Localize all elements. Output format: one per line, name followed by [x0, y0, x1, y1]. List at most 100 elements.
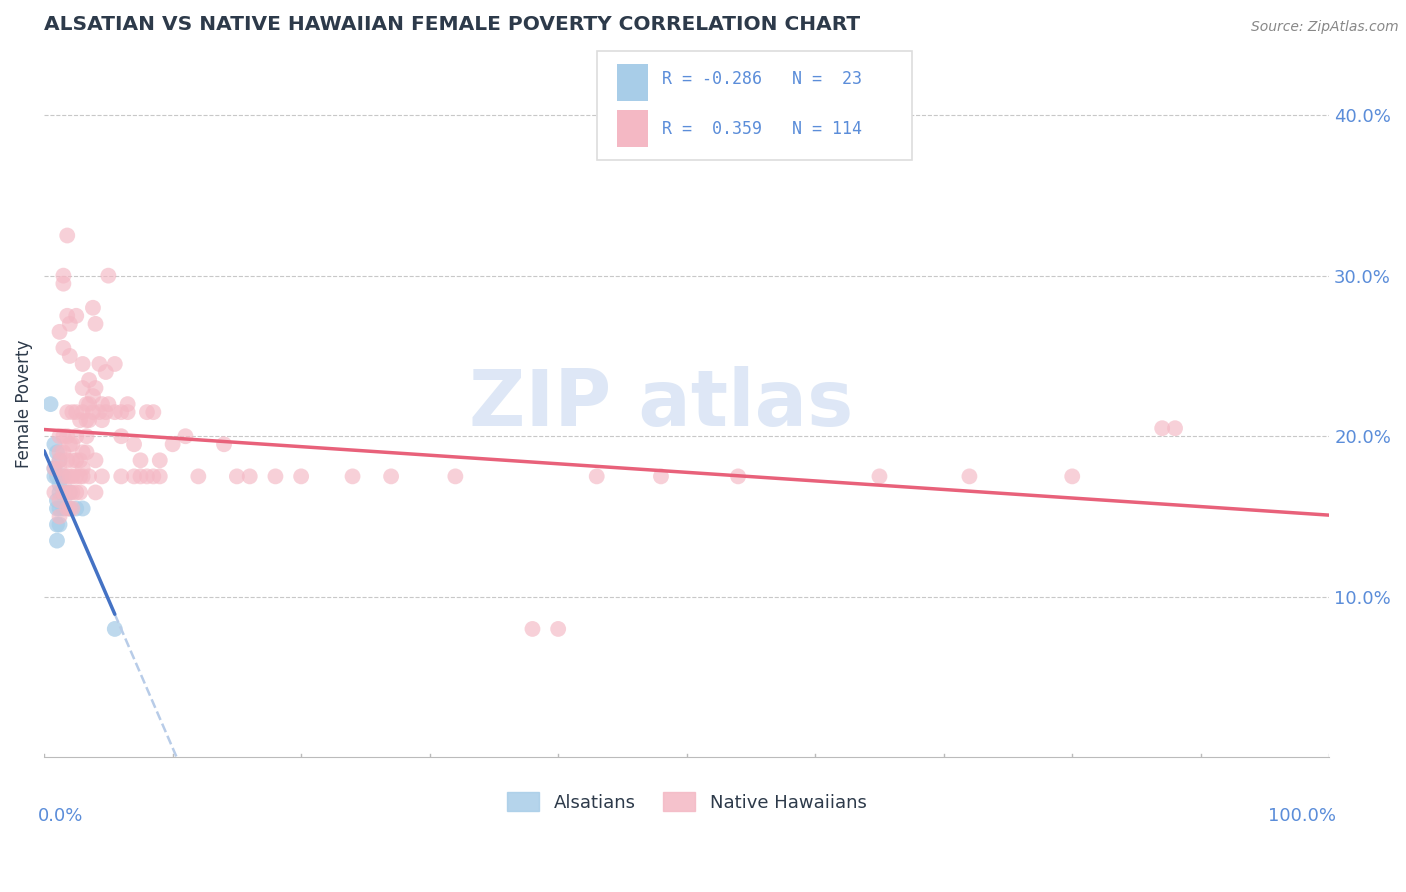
Point	[39, 397, 62, 411]
Point	[77, 397, 100, 411]
Point	[522, 622, 544, 636]
Point	[225, 469, 247, 483]
Point	[52, 341, 75, 355]
Point	[76, 445, 98, 459]
Point	[650, 469, 672, 483]
Point	[239, 469, 262, 483]
Point	[76, 397, 98, 411]
Point	[727, 469, 749, 483]
Point	[44, 485, 66, 500]
Point	[52, 469, 75, 483]
Point	[76, 413, 98, 427]
Point	[46, 501, 69, 516]
Point	[91, 413, 114, 427]
Point	[48, 509, 70, 524]
Point	[59, 469, 82, 483]
Point	[44, 469, 66, 483]
Point	[56, 405, 79, 419]
Point	[212, 437, 235, 451]
Point	[117, 397, 139, 411]
Point	[46, 445, 69, 459]
Point	[52, 429, 75, 443]
Point	[84, 381, 107, 395]
Point	[44, 461, 66, 475]
Point	[547, 622, 569, 636]
Point	[60, 501, 83, 516]
Point	[56, 501, 79, 516]
Point	[59, 501, 82, 516]
Point	[48, 485, 70, 500]
Point	[52, 485, 75, 500]
Point	[89, 357, 111, 371]
Point	[122, 437, 145, 451]
Point	[56, 485, 79, 500]
Point	[48, 445, 70, 459]
Point	[187, 469, 209, 483]
Point	[342, 469, 364, 483]
Legend: Alsatians, Native Hawaiians: Alsatians, Native Hawaiians	[499, 785, 875, 819]
Point	[77, 373, 100, 387]
FancyBboxPatch shape	[617, 111, 648, 147]
Point	[65, 429, 87, 443]
Point	[69, 485, 91, 500]
Point	[104, 405, 127, 419]
Point	[65, 501, 87, 516]
Point	[1164, 421, 1187, 435]
Point	[59, 437, 82, 451]
Point	[76, 429, 98, 443]
Point	[65, 453, 87, 467]
Point	[52, 445, 75, 459]
Point	[56, 309, 79, 323]
Point	[48, 517, 70, 532]
Point	[142, 469, 165, 483]
Text: R =  0.359   N = 114: R = 0.359 N = 114	[662, 120, 862, 137]
Point	[46, 517, 69, 532]
Point	[59, 317, 82, 331]
Point	[290, 469, 312, 483]
Point	[72, 501, 94, 516]
Point	[60, 469, 83, 483]
Point	[110, 469, 132, 483]
Point	[104, 622, 127, 636]
Point	[135, 469, 157, 483]
Point	[380, 469, 402, 483]
Point	[117, 405, 139, 419]
Point	[72, 405, 94, 419]
Text: R = -0.286   N =  23: R = -0.286 N = 23	[662, 70, 862, 88]
Point	[72, 445, 94, 459]
FancyBboxPatch shape	[617, 64, 648, 101]
Point	[94, 365, 117, 379]
Point	[129, 453, 152, 467]
Text: Source: ZipAtlas.com: Source: ZipAtlas.com	[1251, 20, 1399, 34]
Point	[129, 469, 152, 483]
Text: 0.0%: 0.0%	[38, 807, 83, 825]
Point	[65, 469, 87, 483]
Point	[46, 493, 69, 508]
Point	[52, 469, 75, 483]
Point	[48, 461, 70, 475]
Point	[69, 469, 91, 483]
Point	[72, 381, 94, 395]
Point	[59, 349, 82, 363]
Point	[84, 485, 107, 500]
Point	[48, 453, 70, 467]
Point	[59, 485, 82, 500]
Point	[84, 317, 107, 331]
Point	[60, 405, 83, 419]
Point	[60, 485, 83, 500]
Point	[65, 485, 87, 500]
Point	[72, 461, 94, 475]
Point	[1062, 469, 1084, 483]
Point	[56, 228, 79, 243]
Point	[48, 493, 70, 508]
Point	[48, 453, 70, 467]
Point	[72, 469, 94, 483]
Point	[82, 301, 104, 315]
Point	[44, 437, 66, 451]
Point	[91, 397, 114, 411]
FancyBboxPatch shape	[596, 51, 911, 161]
Point	[135, 405, 157, 419]
Point	[174, 429, 197, 443]
Point	[48, 477, 70, 491]
Point	[77, 469, 100, 483]
